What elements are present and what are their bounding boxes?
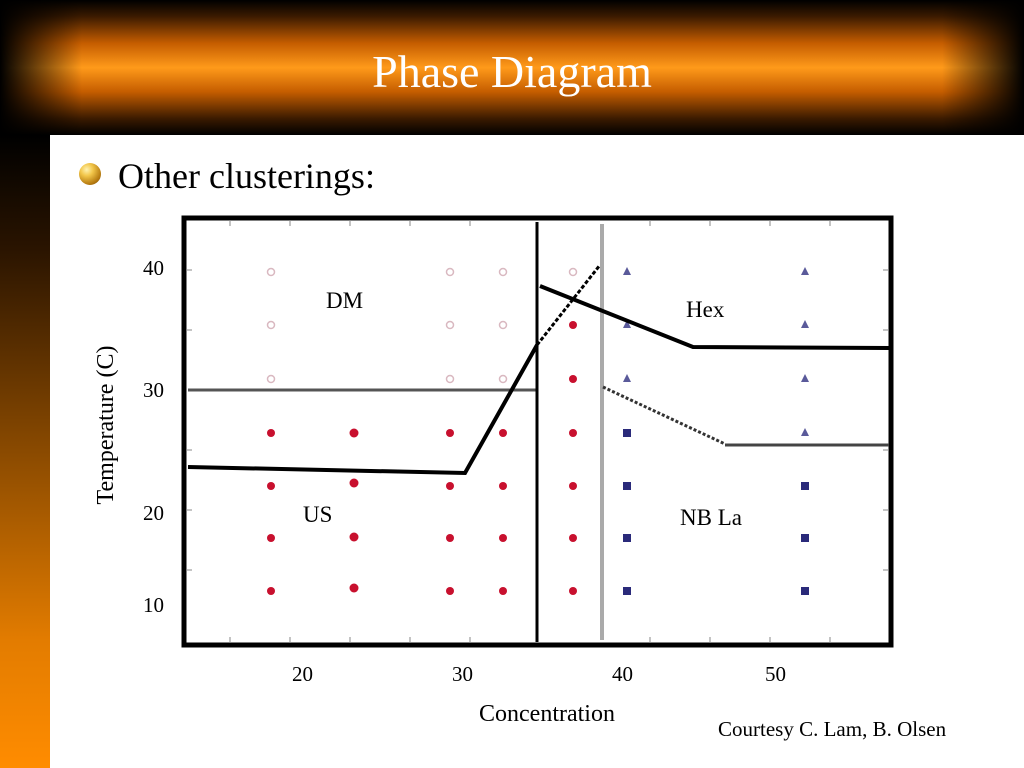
dm-point [266,374,276,384]
credit-text: Courtesy C. Lam, B. Olsen [718,717,947,741]
us-points [267,321,577,595]
us-point [446,482,454,490]
us-point [267,429,275,437]
hex-point [801,320,809,328]
dm-points [266,267,578,384]
dm-point [445,267,455,277]
hex-point [801,267,809,275]
dm-point [445,320,455,330]
us-point [446,587,454,595]
bullet-icon [79,163,101,185]
hex-point [623,320,631,328]
us-point [446,534,454,542]
nbla-point [801,482,809,490]
hex-point [623,267,631,275]
x-tick-label: 50 [765,662,786,686]
us-point [349,428,359,438]
y-tick-label: 10 [143,593,164,617]
phase-label-hex: Hex [686,297,725,322]
us-point [499,482,507,490]
nbla-point [801,534,809,542]
nbla-dashed-boundary [602,385,726,446]
us-point [267,482,275,490]
nbla-points [623,429,809,595]
hex-boundary [539,284,890,350]
dm-point [266,320,276,330]
x-tick-label: 30 [452,662,473,686]
us-point [349,583,359,593]
us-upper-boundary [187,344,539,476]
us-point [499,534,507,542]
us-point [267,587,275,595]
us-point [267,534,275,542]
us-point [446,429,454,437]
nbla-point [623,587,631,595]
dm-point [266,267,276,277]
dm-point [498,374,508,384]
slide-title: Phase Diagram [372,46,652,97]
x-axis-title: Concentration [479,701,615,727]
nbla-point [623,482,631,490]
dm-point [445,374,455,384]
x-tick-label: 20 [292,662,313,686]
us-point [569,321,577,329]
hex-point [623,374,631,382]
us-point [569,375,577,383]
y-axis-title: Temperature (C) [93,346,119,505]
hex-point [801,374,809,382]
hex-point [801,428,809,436]
dashed-boundary [535,264,602,346]
sidebar-gradient [0,135,50,768]
phase-label-us: US [303,502,332,527]
us-point [349,532,359,542]
us-point [569,482,577,490]
us-point [569,587,577,595]
phase-label-nbla: NB La [680,505,742,530]
nbla-point [623,429,631,437]
y-tick-label: 40 [143,256,164,280]
y-tick-label: 30 [143,378,164,402]
x-tick-label: 40 [612,662,633,686]
us-point [569,429,577,437]
dm-point [568,267,578,277]
us-point [349,478,359,488]
hex-points [623,267,809,436]
dm-point [498,320,508,330]
nbla-point [623,534,631,542]
us-point [569,534,577,542]
nbla-point [801,587,809,595]
y-tick-label: 20 [143,501,164,525]
us-point [499,429,507,437]
bullet-text: Other clusterings: [118,156,375,196]
us-point [499,587,507,595]
dm-point [498,267,508,277]
frame-ticks [186,220,889,643]
title-bar: Phase Diagram [0,0,1024,135]
phase-label-dm: DM [326,288,363,313]
